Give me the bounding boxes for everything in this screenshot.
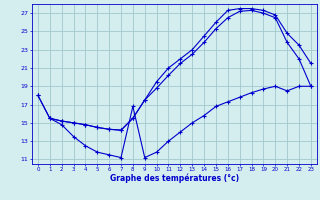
X-axis label: Graphe des températures (°c): Graphe des températures (°c) — [110, 174, 239, 183]
